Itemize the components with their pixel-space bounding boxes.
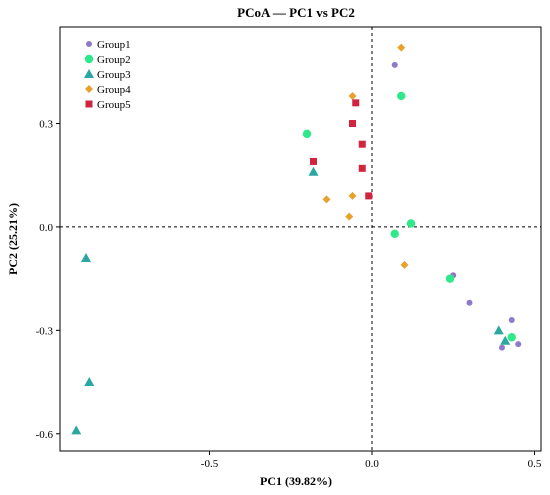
group3-point — [84, 377, 95, 387]
group3-point — [500, 335, 511, 345]
legend: Group1 Group2 Group3 Group4 Group5 — [84, 39, 131, 111]
group1-legend-marker — [86, 41, 92, 47]
group2-point — [406, 219, 416, 228]
group3-point — [308, 166, 319, 176]
group4-point — [322, 195, 331, 204]
group5-point — [358, 164, 366, 172]
group4-legend-marker — [85, 85, 93, 93]
plot-frame — [59, 26, 542, 452]
group1-point — [391, 61, 398, 68]
x-tick-label: 0.0 — [365, 458, 379, 470]
data-points — [71, 43, 522, 435]
axis-ticks: -0.5 0.0 0.5 -0.6 -0.3 0.0 0.3 — [36, 119, 542, 470]
group2-point — [390, 229, 399, 239]
group2-point — [397, 91, 406, 101]
group4-legend-label: Group4 — [97, 84, 131, 96]
group2-point — [507, 333, 516, 342]
x-tick-label: 0.5 — [528, 458, 542, 470]
group1-point — [466, 299, 473, 306]
y-tick-label: 0.3 — [39, 119, 53, 131]
group3-legend-label: Group3 — [97, 69, 131, 81]
group1-point — [499, 344, 505, 351]
group4-point — [348, 191, 357, 200]
group2-point — [445, 274, 455, 283]
group3-legend-marker — [84, 69, 94, 78]
group3-point — [493, 325, 504, 335]
y-tick-label: 0.0 — [39, 222, 53, 234]
group5-point — [310, 157, 317, 165]
x-axis-label: PC1 (39.82%) — [260, 474, 332, 488]
group5-point — [349, 120, 356, 128]
group5-legend-label: Group5 — [97, 99, 131, 111]
group5-legend-marker — [85, 100, 93, 108]
group1-point — [508, 317, 515, 324]
group5-point — [358, 140, 366, 148]
x-tick-label: -0.5 — [201, 458, 219, 470]
group2-legend-marker — [84, 54, 94, 64]
chart-title: PCoA — PC1 vs PC2 — [237, 5, 355, 20]
group4-point — [348, 91, 357, 100]
group5-point — [365, 192, 373, 200]
group4-point — [400, 260, 409, 269]
group5-point — [352, 99, 360, 107]
group4-point — [397, 43, 406, 52]
y-tick-label: -0.6 — [36, 429, 54, 441]
group1-legend-label: Group1 — [97, 39, 131, 51]
y-tick-label: -0.3 — [36, 325, 54, 337]
group2-legend-label: Group2 — [97, 54, 131, 66]
group2-point — [302, 129, 312, 139]
y-axis-label: PC2 (25.21%) — [6, 203, 20, 275]
group4-point — [345, 212, 354, 221]
reference-lines — [60, 27, 541, 451]
group3-point — [81, 252, 91, 262]
group3-point — [71, 425, 82, 435]
group1-point — [515, 341, 522, 348]
